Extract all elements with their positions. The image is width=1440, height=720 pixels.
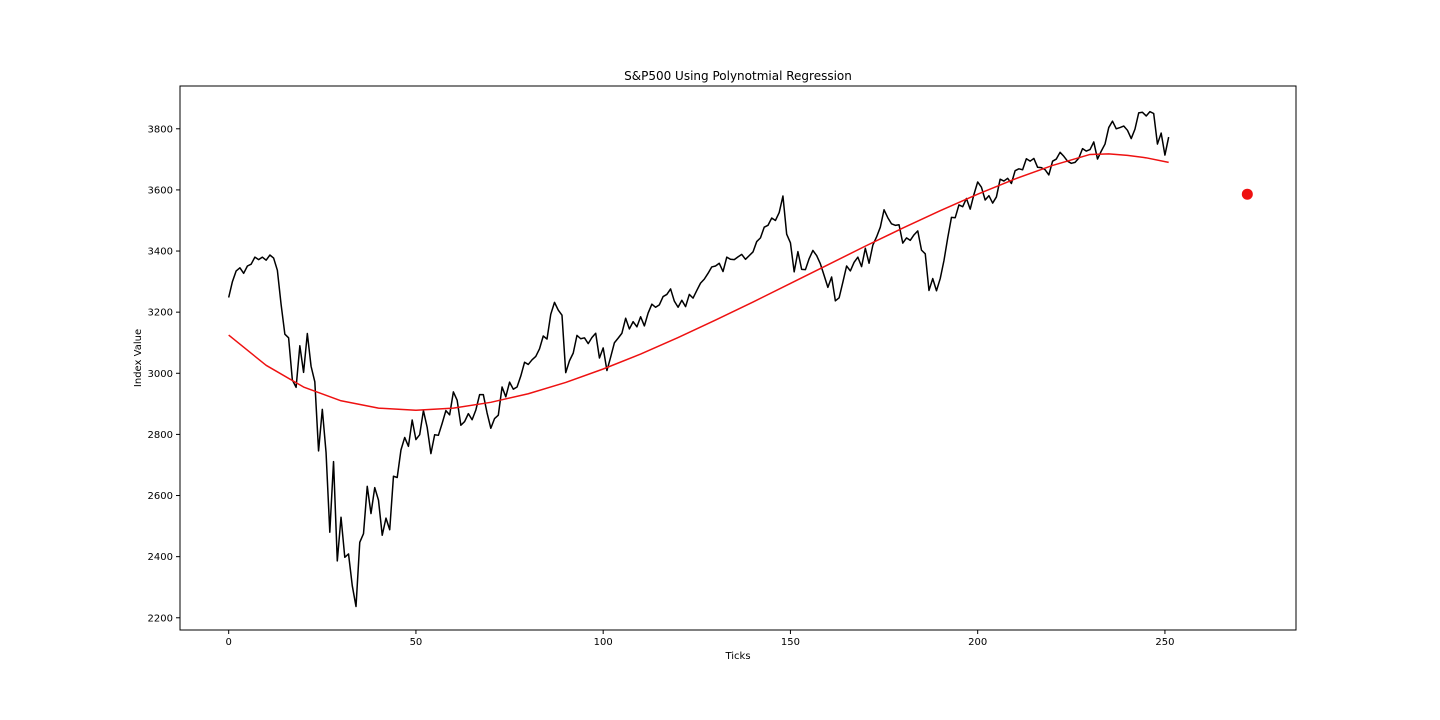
y-axis-title: Index Value: [133, 329, 144, 387]
x-tick-label-50: 50: [410, 637, 423, 648]
y-tick-label-2200: 2200: [148, 613, 173, 624]
plot-area: [227, 110, 1253, 608]
series-1-line: [228, 153, 1169, 412]
series-0-line: [227, 110, 1170, 608]
x-tick-label-200: 200: [968, 637, 987, 648]
x-tick-label-250: 250: [1155, 637, 1174, 648]
y-tick-label-3800: 3800: [148, 124, 173, 135]
y-tick-label-2800: 2800: [148, 430, 173, 441]
y-tick-label-2600: 2600: [148, 491, 173, 502]
y-tick-label-3200: 3200: [148, 308, 173, 319]
x-axis-title: Ticks: [724, 651, 750, 662]
x-axis: 0 50 100 150 200 250: [225, 630, 1174, 648]
y-tick-label-2400: 2400: [148, 552, 173, 563]
chart-title: S&P500 Using Polynotmial Regression: [624, 69, 852, 83]
x-tick-label-150: 150: [781, 637, 800, 648]
axes-frame: [179, 85, 1297, 631]
series-2-point-0: [1241, 188, 1253, 200]
y-tick-label-3600: 3600: [148, 185, 173, 196]
x-tick-label-0: 0: [225, 637, 231, 648]
y-tick-label-3000: 3000: [148, 369, 173, 380]
x-tick-label-100: 100: [594, 637, 613, 648]
y-tick-label-3400: 3400: [148, 247, 173, 258]
y-axis: 2200 2400 2600 2800 3000 3200 3400 3600 3800: [148, 124, 180, 624]
